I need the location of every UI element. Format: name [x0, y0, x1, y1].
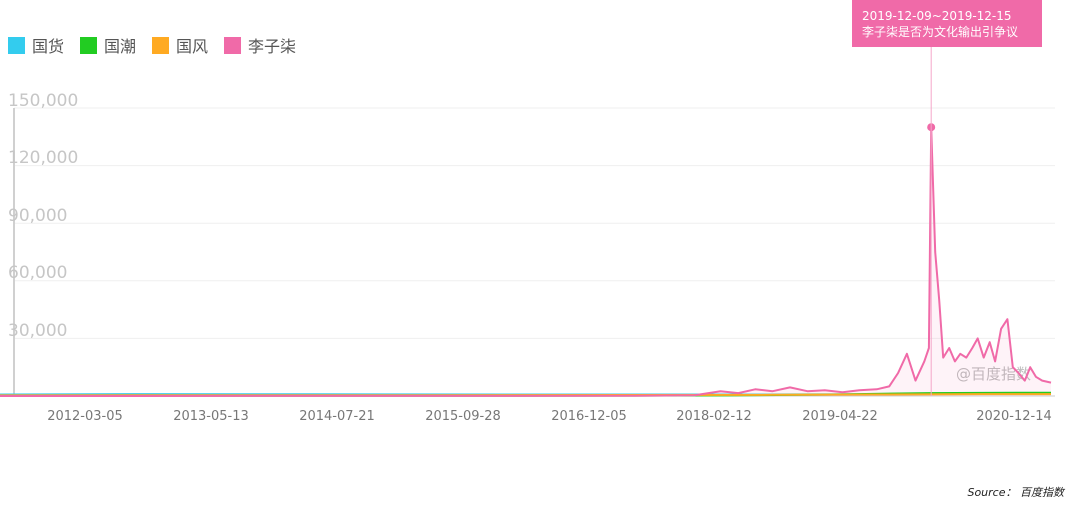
tooltip-date-range: 2019-12-09~2019-12-15 [862, 9, 1012, 23]
y-tick-label: 120,000 [8, 148, 78, 168]
chart-legend: 国货 国潮 国风 李子柒 [8, 33, 312, 57]
legend-label: 国货 [32, 37, 65, 56]
y-tick-label: 30,000 [8, 321, 67, 341]
legend-swatch [224, 36, 242, 54]
x-tick-label: 2018-02-12 [676, 409, 752, 424]
y-tick-label: 60,000 [8, 263, 67, 283]
legend-swatch [8, 36, 25, 54]
baidu-index-watermark: @百度指数 [956, 365, 1031, 383]
series-lines [0, 123, 1052, 397]
x-tick-label: 2013-05-13 [173, 409, 249, 424]
x-tick-label: 2016-12-05 [551, 409, 627, 424]
series-area-fill [0, 127, 1051, 396]
x-tick-label: 2014-07-21 [299, 409, 375, 424]
legend-item-liziqi[interactable]: 李子柒 [224, 33, 296, 57]
grid-lines [14, 107, 1055, 339]
y-axis: 150,000 120,000 90,000 60,000 30,000 [8, 91, 78, 396]
legend-swatch [152, 36, 170, 54]
source-note: Source： 百度指数 [967, 486, 1064, 499]
x-tick-label: 2012-03-05 [47, 409, 123, 424]
x-tick-label: 2015-09-28 [425, 409, 501, 424]
legend-label: 国风 [176, 37, 209, 56]
series-area [0, 127, 1051, 396]
y-tick-label: 90,000 [8, 206, 67, 226]
tooltip: 2019-12-09~2019-12-15 李子柒是否为文化输出引争议 [852, 0, 1042, 396]
x-axis: 2012-03-05 2013-05-13 2014-07-21 2015-09… [0, 395, 1055, 424]
legend-item-guochao[interactable]: 国潮 [80, 33, 136, 57]
legend-item-guohuo[interactable]: 国货 [8, 33, 64, 57]
legend-swatch [80, 36, 98, 54]
tooltip-box [852, 0, 1042, 47]
legend-item-guofeng[interactable]: 国风 [152, 33, 208, 57]
legend-label: 国潮 [104, 37, 137, 56]
y-tick-label: 150,000 [8, 91, 78, 111]
legend-label: 李子柒 [248, 37, 297, 56]
x-tick-label: 2020-12-14 [976, 409, 1052, 424]
series-line-3 [0, 126, 1052, 397]
tooltip-event-text: 李子柒是否为文化输出引争议 [862, 24, 1018, 39]
x-tick-label: 2019-04-22 [802, 409, 878, 424]
